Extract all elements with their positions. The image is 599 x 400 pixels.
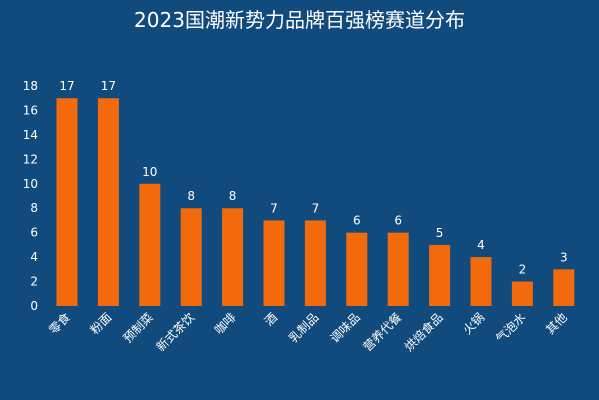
bar [304,220,326,306]
bar [346,232,368,306]
y-tick-label: 12 [23,152,38,166]
y-tick-label: 2 [30,275,38,289]
bar [263,220,285,306]
bar [429,244,451,306]
bar-value-label: 7 [312,201,320,215]
bar [387,232,409,306]
bar-value-label: 6 [394,214,402,228]
bar-value-label: 17 [59,79,74,93]
bar [180,208,202,306]
y-tick-label: 6 [30,226,38,240]
bar [553,269,575,306]
value-labels: 17 17 10 8 8 7 7 6 6 5 4 2 3 [59,79,567,276]
y-tick-label: 8 [30,201,38,215]
bar-value-label: 17 [101,79,116,93]
y-tick-label: 18 [23,79,38,93]
bar-value-label: 3 [560,250,568,264]
y-axis-ticks: 0 2 4 6 8 10 12 14 16 18 [23,79,38,313]
y-tick-label: 16 [23,103,38,117]
bar-value-label: 5 [436,226,444,240]
y-tick-label: 14 [23,128,38,142]
y-tick-label: 10 [23,177,38,191]
y-tick-label: 4 [30,250,38,264]
bar [97,98,119,306]
bar-value-label: 6 [353,214,361,228]
bar-value-label: 7 [270,201,278,215]
y-tick-label: 0 [30,299,38,313]
bar [139,183,161,306]
bars [56,98,575,306]
bar-value-label: 2 [519,263,527,277]
bar-value-label: 8 [187,189,195,203]
bar-value-label: 4 [477,238,485,252]
bar [56,98,78,306]
bar-value-label: 10 [142,165,157,179]
bar-value-label: 8 [229,189,237,203]
bar [470,257,492,306]
bar [222,208,244,306]
bar [511,281,533,306]
chart-title: 2023国潮新势力品牌百强榜赛道分布 [134,8,465,32]
